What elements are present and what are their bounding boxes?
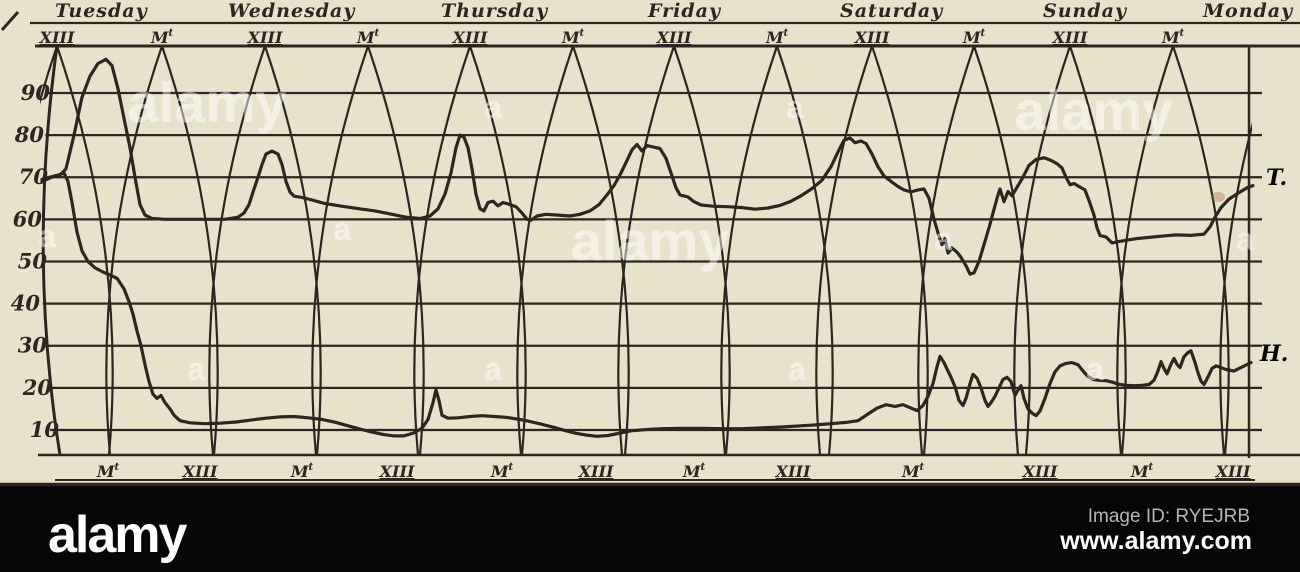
bottom-time-label: XIII bbox=[182, 462, 218, 481]
time-arc bbox=[1116, 46, 1175, 456]
time-arc bbox=[105, 46, 164, 456]
watermark-mark: a bbox=[484, 351, 502, 387]
time-arc bbox=[1171, 46, 1230, 456]
top-time-label: Mt bbox=[962, 28, 986, 47]
bottom-time-label: XIII bbox=[578, 462, 614, 481]
y-axis-label: 60 bbox=[13, 206, 43, 231]
watermark-mark: a bbox=[934, 221, 952, 257]
bottom-time-label: XIII bbox=[775, 462, 811, 481]
top-time-label: XIII bbox=[39, 28, 75, 47]
day-label: Sunday bbox=[1043, 0, 1128, 22]
watermark-text: alamy bbox=[128, 71, 287, 134]
day-label: Tuesday bbox=[55, 0, 149, 22]
watermark-mark: a bbox=[187, 351, 205, 387]
day-label: Thursday bbox=[441, 0, 549, 22]
top-time-label: Mt bbox=[765, 28, 789, 47]
bottom-time-label: XIII bbox=[379, 462, 415, 481]
bottom-time-label: Mt bbox=[682, 462, 706, 481]
top-time-label: XIII bbox=[854, 28, 890, 47]
time-arc bbox=[1219, 122, 1252, 456]
day-label: Monday bbox=[1202, 0, 1294, 22]
corner-pen-mark bbox=[0, 11, 20, 31]
watermark-mark: a bbox=[333, 211, 351, 247]
top-time-label: Mt bbox=[150, 28, 174, 47]
alamy-logo: alamy bbox=[48, 506, 188, 564]
watermark-text: alamy bbox=[1015, 79, 1174, 142]
alamy-url-text: www.alamy.com bbox=[1059, 527, 1252, 555]
time-arc bbox=[516, 46, 575, 456]
curve-label-temperature: T. bbox=[1266, 165, 1287, 191]
time-arc bbox=[1013, 46, 1072, 456]
time-arc bbox=[468, 46, 527, 456]
bottom-time-label: XIII bbox=[1022, 462, 1058, 481]
top-time-label: XIII bbox=[247, 28, 283, 47]
chart-left-border bbox=[41, 45, 62, 456]
y-axis-label: 90 bbox=[21, 80, 51, 105]
time-arc bbox=[1068, 46, 1127, 456]
y-axis-label: 50 bbox=[18, 248, 48, 273]
grid-layer bbox=[0, 11, 1300, 487]
day-label: Wednesday bbox=[228, 0, 356, 22]
y-axis-label: 80 bbox=[14, 122, 45, 147]
curve-label-humidity: H. bbox=[1259, 341, 1288, 367]
paper-stain bbox=[1211, 192, 1225, 202]
watermark-mark: a bbox=[1086, 351, 1104, 387]
time-arc-layer bbox=[40, 46, 1252, 456]
time-arc bbox=[720, 46, 779, 456]
top-time-label: XIII bbox=[452, 28, 488, 47]
time-arc bbox=[917, 46, 976, 456]
time-arc bbox=[617, 46, 676, 456]
y-axis-label: 40 bbox=[11, 291, 41, 316]
bottom-time-label: Mt bbox=[290, 462, 314, 481]
humidity-curve bbox=[40, 171, 1253, 438]
time-arc bbox=[55, 46, 114, 456]
watermark-mark: a bbox=[484, 89, 502, 125]
watermark-footer-bar bbox=[0, 486, 1300, 572]
top-time-label: Mt bbox=[561, 28, 585, 47]
time-arc bbox=[208, 46, 267, 456]
watermark-layer: alamy alamy alamy a a a a a a a a a a bbox=[38, 71, 1254, 387]
label-layer: 90 80 70 60 50 40 30 20 10 XIII Mt XIII Mt XIII Mt XIII… bbox=[11, 0, 1294, 481]
y-axis-label: 70 bbox=[19, 164, 49, 189]
top-time-label: Mt bbox=[1161, 28, 1185, 47]
time-arc bbox=[160, 46, 219, 456]
bottom-time-label: XIII bbox=[1215, 462, 1251, 481]
time-arc bbox=[815, 46, 874, 456]
image-id-text: Image ID: RYEJRB bbox=[1088, 506, 1250, 527]
bottom-time-label: Mt bbox=[1130, 462, 1154, 481]
watermark-mark: a bbox=[786, 89, 804, 125]
time-arc bbox=[413, 46, 472, 456]
time-arc bbox=[366, 46, 425, 456]
y-axis-label: 10 bbox=[30, 417, 60, 442]
y-axis-label: 20 bbox=[22, 375, 53, 400]
watermark-mark: a bbox=[38, 218, 56, 254]
time-arc bbox=[311, 46, 370, 456]
bottom-time-label: Mt bbox=[96, 462, 120, 481]
watermark-mark: a bbox=[788, 351, 806, 387]
bottom-time-label: Mt bbox=[901, 462, 925, 481]
top-time-label: XIII bbox=[1052, 28, 1088, 47]
curve-layer bbox=[40, 57, 1255, 438]
watermark-mark: a bbox=[1236, 221, 1254, 257]
day-label: Friday bbox=[647, 0, 722, 22]
y-axis-label: 30 bbox=[18, 333, 48, 358]
top-time-label: Mt bbox=[356, 28, 380, 47]
day-label: Saturday bbox=[840, 0, 944, 22]
watermark-text: alamy bbox=[571, 209, 730, 272]
top-time-label: XIII bbox=[656, 28, 692, 47]
bottom-time-label: Mt bbox=[490, 462, 514, 481]
time-arc bbox=[672, 46, 731, 456]
time-arc bbox=[571, 46, 630, 456]
time-arc bbox=[263, 46, 322, 456]
temperature-curve bbox=[40, 57, 1255, 276]
